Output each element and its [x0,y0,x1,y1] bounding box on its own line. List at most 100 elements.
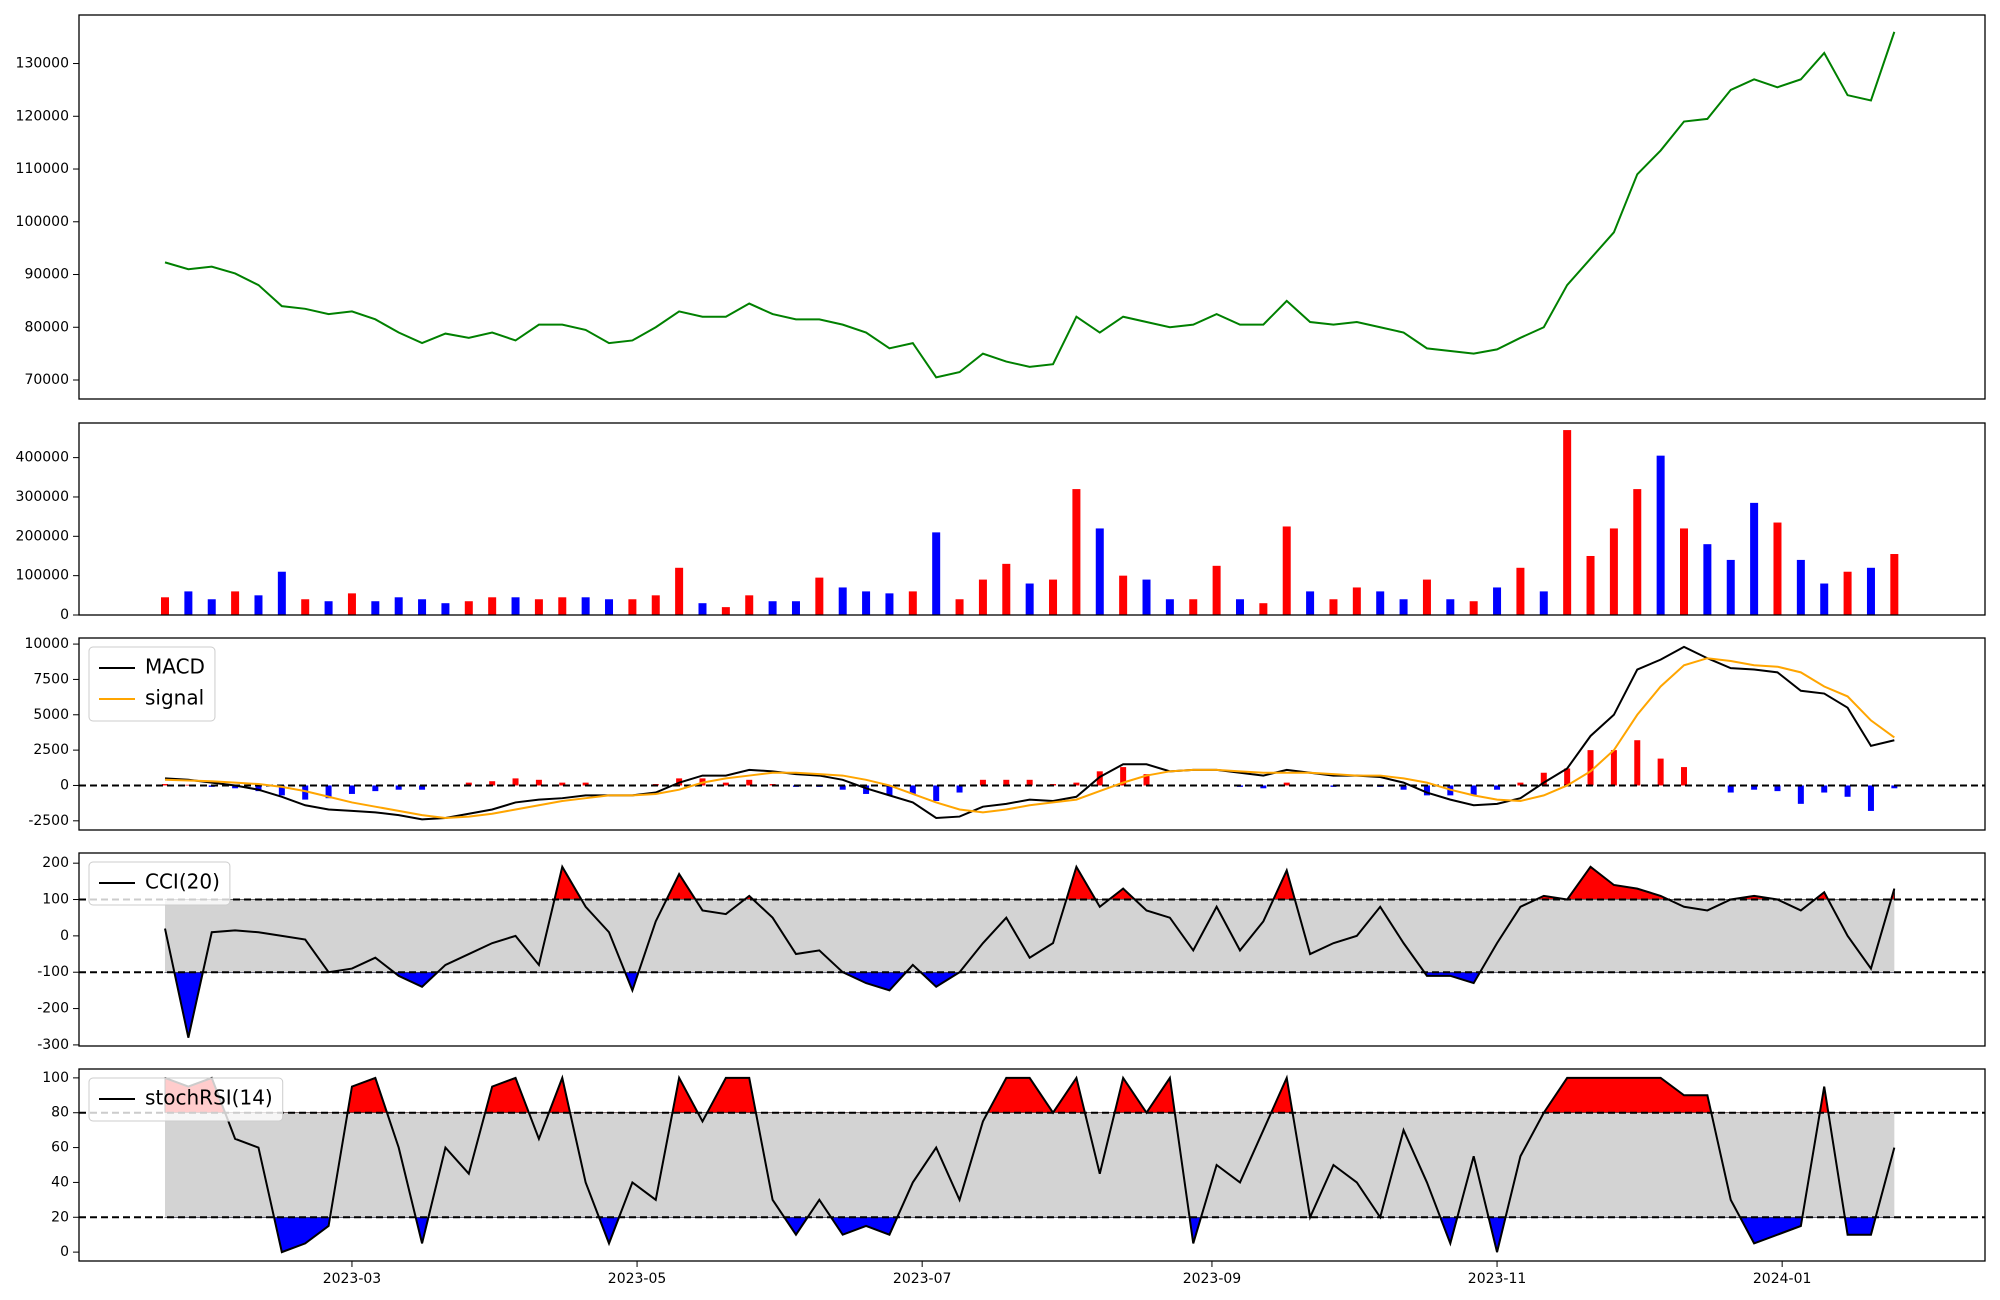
histogram-bar [1003,779,1010,786]
bar [1212,565,1221,615]
bar [1726,559,1735,615]
y-tick-label: 2500 [33,742,69,758]
legend-label: CCI(20) [145,870,220,894]
histogram-bar [722,782,729,786]
histogram-bar [512,778,519,786]
axes-frame [78,852,1986,1047]
bar [207,599,216,615]
panel: 0 20 40 60 80 100 2023-03 2023-05 2023-07 2023-09… [42,1068,1986,1287]
y-tick-label: 90000 [24,267,69,283]
histogram-bar [1867,785,1874,811]
bar [254,595,263,615]
histogram-bar [1821,785,1828,793]
histogram-bar [1797,785,1804,804]
y-tick-label: 100 [42,1070,69,1086]
histogram-bar [839,785,846,790]
y-tick-label: 0 [60,928,69,944]
bar [418,599,427,615]
histogram-bar [1587,750,1594,786]
x-tick-label: 2024-01 [1753,1271,1812,1287]
bar [1422,579,1431,615]
panel: 0 100000 200000 300000 400000 [16,422,1986,623]
y-tick-label: 0 [60,777,69,793]
bar [908,591,917,615]
legend-label: stochRSI(14) [145,1086,273,1110]
band [164,1112,1895,1218]
bar [324,601,333,615]
histogram-bar [535,779,542,786]
bar [1446,599,1455,615]
histogram-bar [1751,785,1758,790]
histogram-bar [1470,785,1477,796]
x-tick-label: 2023-07 [893,1271,952,1287]
bar [1586,555,1595,615]
histogram-bar [302,785,309,800]
bar [838,587,847,615]
histogram-bar [325,785,332,799]
bar [745,595,754,615]
histogram-bar [1423,785,1430,796]
bar [464,601,473,615]
y-tick-label: -300 [37,1037,69,1053]
bar [1259,603,1268,615]
bar [1119,575,1128,615]
y-tick-label: 400000 [16,450,69,466]
bar [1609,528,1618,615]
bar [885,593,894,615]
bar [1750,502,1759,615]
histogram-bar [909,785,916,794]
bar [277,571,286,615]
histogram-bar [1540,772,1547,786]
y-tick-label: 130000 [16,56,69,72]
x-tick-label: 2023-05 [608,1271,667,1287]
bar [1890,554,1899,615]
y-tick-label: -100 [37,964,69,980]
histogram-bar [886,785,893,796]
bar [1773,522,1782,615]
histogram-bar [1096,771,1103,786]
axes-frame [78,14,1986,400]
bar [651,595,660,615]
histogram-bar [278,785,285,796]
histogram-bar [348,785,355,794]
bar [1072,489,1081,615]
y-tick-label: 300000 [16,489,69,505]
x-tick-label: 2023-11 [1468,1271,1527,1287]
bar [441,603,450,615]
y-tick-label: 10000 [24,636,69,652]
bar [1843,571,1852,615]
bar [978,579,987,615]
bar [1329,599,1338,615]
bar [1095,528,1104,615]
histogram-bar [933,785,940,802]
band [164,899,1895,973]
histogram-bar [1143,774,1150,786]
legend-box [88,646,216,722]
histogram-bar [1727,785,1734,793]
panel: 70000 80000 90000 100000 110000 120000 130000 [16,14,1986,400]
bar [791,601,800,615]
bar [1866,567,1875,615]
bar [301,599,310,615]
legend-box [88,1077,284,1122]
legend: CCI(20) [88,861,231,906]
histogram-bar [232,785,239,789]
histogram-bar [1844,785,1851,797]
histogram-bar [1073,782,1080,786]
y-tick-label: 0 [60,607,69,623]
histogram-bar [1564,768,1571,786]
bar [675,567,684,615]
y-tick-label: 100 [42,892,69,908]
bar [1352,587,1361,615]
bar [371,601,380,615]
y-tick-label: 40 [51,1174,69,1190]
histogram-bar [1891,785,1898,789]
y-tick-label: -2500 [28,813,69,829]
histogram-bar [1681,767,1688,786]
histogram-bar [465,782,472,786]
bar [231,591,240,615]
y-tick-label: 20 [51,1209,69,1225]
x-tick-label: 2023-03 [323,1271,382,1287]
bar [628,599,637,615]
